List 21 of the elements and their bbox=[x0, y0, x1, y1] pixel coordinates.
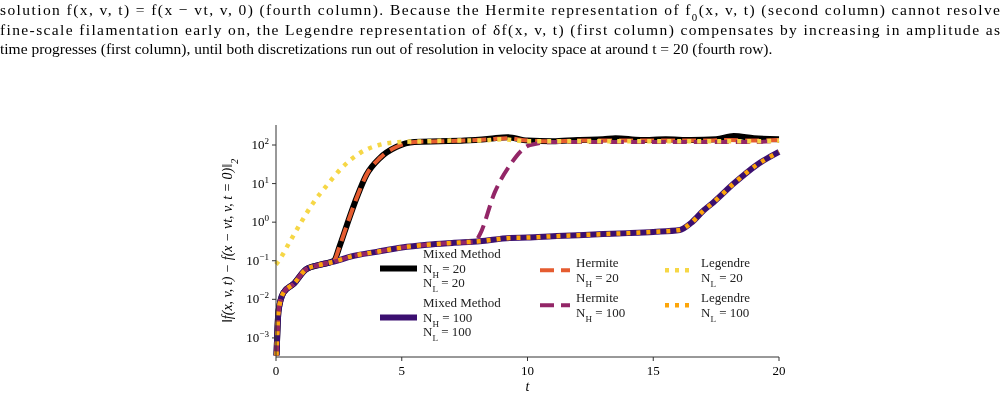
text: fine-scale filamentation early on, the Legendre representation of δf(x, v, t) (first column) compensates by increasing in amplitude as bbox=[0, 20, 1000, 39]
legend-label: Mixed Method N$_{H}$ = 100 N$_{L}$ = 100 bbox=[423, 295, 502, 343]
y-tick-label: 10$^{1}$ bbox=[251, 174, 269, 191]
y-tick-label: 10$^{0}$ bbox=[251, 213, 270, 230]
y-tick-label: 10$^{−2}$ bbox=[246, 290, 270, 307]
x-tick-label: 20 bbox=[772, 363, 786, 378]
x-tick-label: 0 bbox=[272, 363, 280, 378]
x-tick-label: 15 bbox=[646, 363, 660, 378]
legend-label: Legendre N$_{L}$ = 100 bbox=[701, 290, 751, 324]
x-tick-label: 10 bbox=[521, 363, 534, 378]
x-tick-label: 5 bbox=[398, 363, 405, 378]
x-axis-title: t bbox=[525, 379, 531, 394]
y-tick-label: 10$^{−1}$ bbox=[246, 251, 269, 268]
legend-label: Hermite N$_{H}$ = 100 bbox=[576, 290, 626, 324]
legend-label: Mixed Method N$_{H}$ = 20 N$_{L}$ = 20 bbox=[423, 246, 502, 294]
y-tick-label: 10$^{2}$ bbox=[251, 136, 270, 152]
text: time progresses (first column), until both discretizations run out of resolution in velocity space at around t = 20 (fourth row). bbox=[0, 40, 773, 58]
y-tick-label: 10$^{−3}$ bbox=[246, 328, 270, 345]
legend-label: Legendre N$_{L}$ = 20 bbox=[701, 255, 751, 289]
legend-label: Hermite N$_{H}$ = 20 bbox=[576, 255, 619, 289]
text: solution f(x, v, t) = f(x − vt, v, 0) (fourth column). Because the Hermite representation of f$_{0}$(x, v, t) (second column) cannot resolve bbox=[0, 1, 1001, 23]
